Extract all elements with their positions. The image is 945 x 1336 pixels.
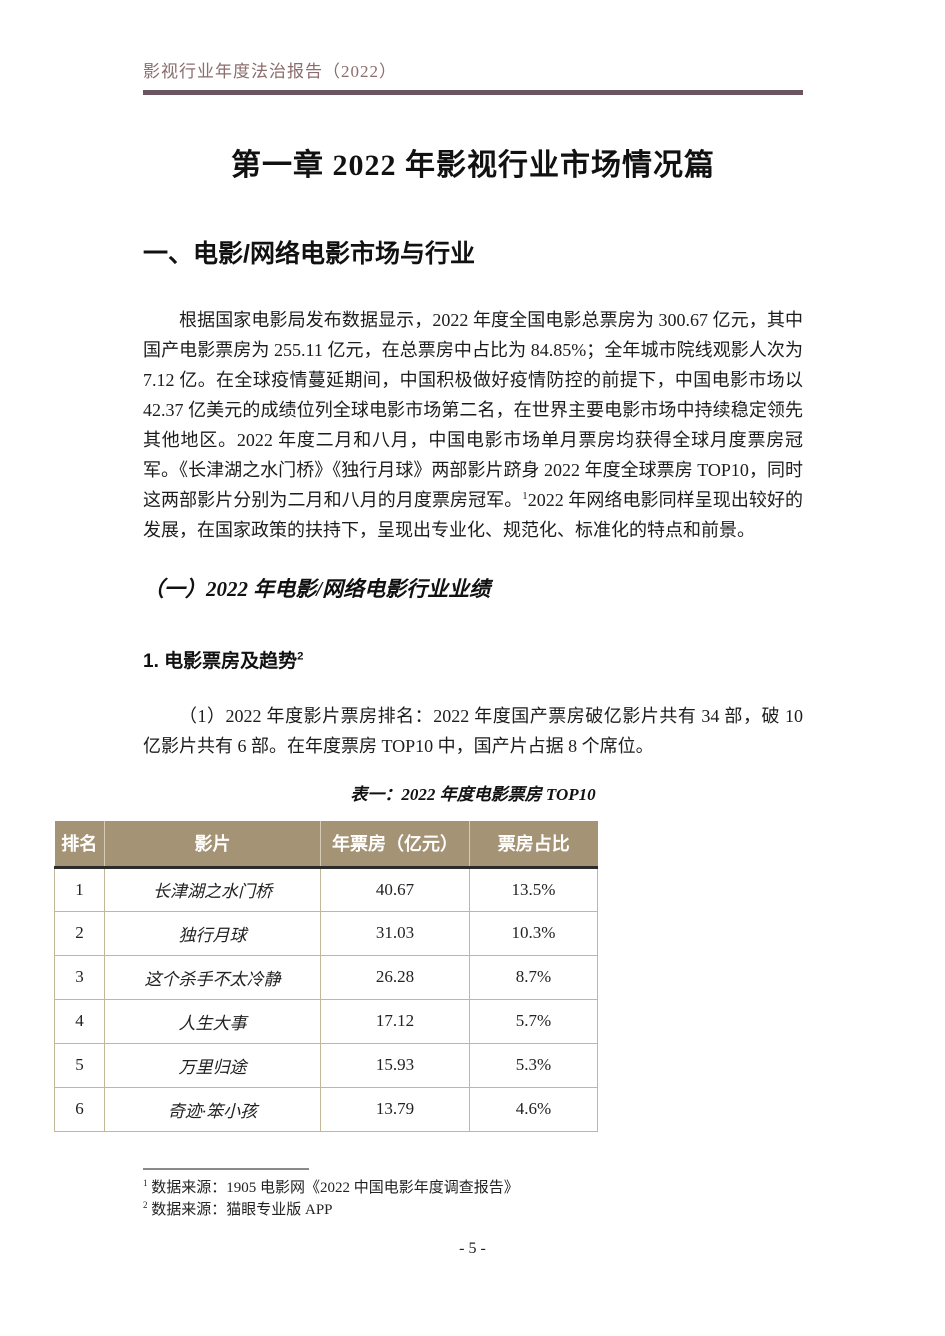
share-cell: 5.3% <box>469 1042 598 1088</box>
table-row: 5 万里归途 15.93 5.3% <box>54 1042 598 1088</box>
boxoffice-top10-table: 排名 影片 年票房（亿元） 票房占比 1 长津湖之水门桥 40.67 13.5% 2 独行… <box>54 821 598 1132</box>
footnote-2: 2 数据来源：猫眼专业版 APP <box>143 1199 803 1221</box>
share-cell: 8.7% <box>469 954 598 1000</box>
table-row: 4 人生大事 17.12 5.7% <box>54 998 598 1044</box>
table-row: 3 这个杀手不太冷静 26.28 8.7% <box>54 954 598 1000</box>
share-cell: 10.3% <box>469 910 598 956</box>
footnote-2-text: 数据来源：猫眼专业版 APP <box>151 1202 333 1218</box>
footnote-2-ref: 2 <box>143 1200 148 1210</box>
rank-cell: 5 <box>54 1042 105 1088</box>
footnote-1-text: 数据来源：1905 电影网《2022 中国电影年度调查报告》 <box>151 1180 519 1196</box>
table-row: 2 独行月球 31.03 10.3% <box>54 910 598 956</box>
footnote-1: 1 数据来源：1905 电影网《2022 中国电影年度调查报告》 <box>143 1177 803 1199</box>
subsubsection-heading-text: 1. 电影票房及趋势 <box>143 651 298 672</box>
paragraph-1-text: 根据国家电影局发布数据显示，2022 年度全国电影总票房为 300.67 亿元，… <box>143 310 803 510</box>
body-paragraph-2: （1）2022 年度影片票房排名：2022 年度国产票房破亿影片共有 34 部，… <box>143 706 803 756</box>
film-cell: 这个杀手不太冷静 <box>104 954 321 1000</box>
table-row: 1 长津湖之水门桥 40.67 13.5% <box>54 866 598 912</box>
film-cell: 长津湖之水门桥 <box>104 866 321 912</box>
film-cell: 独行月球 <box>104 910 321 956</box>
header-rank: 排名 <box>54 821 105 869</box>
table-body: 1 长津湖之水门桥 40.67 13.5% 2 独行月球 31.03 10.3% 3 这个杀手不太… <box>54 866 598 1132</box>
table-row: 6 奇迹·笨小孩 13.79 4.6% <box>54 1086 598 1132</box>
share-cell: 4.6% <box>469 1086 598 1132</box>
running-header: 影视行业年度法治报告（2022） <box>143 62 397 81</box>
boxoffice-cell: 17.12 <box>320 998 470 1044</box>
boxoffice-cell: 13.79 <box>320 1086 470 1132</box>
boxoffice-cell: 40.67 <box>320 866 470 912</box>
film-cell: 奇迹·笨小孩 <box>104 1086 321 1132</box>
table-header-row: 排名 影片 年票房（亿元） 票房占比 <box>54 821 598 869</box>
rank-cell: 4 <box>54 998 105 1044</box>
chapter-title: 第一章 2022 年影视行业市场情况篇 <box>231 149 715 182</box>
film-cell: 人生大事 <box>104 998 321 1044</box>
subsubsection-heading: 1. 电影票房及趋势2 <box>143 649 803 675</box>
footnote-area: 1 数据来源：1905 电影网《2022 中国电影年度调查报告》 2 数据来源：… <box>143 1168 803 1221</box>
footnote-ref-1: 1 <box>522 490 528 502</box>
subsection-heading: （一）2022 年电影/网络电影行业业绩 <box>143 577 491 601</box>
boxoffice-cell: 15.93 <box>320 1042 470 1088</box>
header-divider <box>143 90 803 95</box>
rank-cell: 3 <box>54 954 105 1000</box>
table-caption: 表一：2022 年度电影票房 TOP10 <box>350 785 596 804</box>
share-cell: 13.5% <box>469 866 598 912</box>
boxoffice-cell: 31.03 <box>320 910 470 956</box>
paragraph-1-text-continued: 2022 年网络电影同样呈现出较好的发展，在国家政策的扶持下，呈现出专业化、规范… <box>143 490 804 540</box>
share-cell: 5.7% <box>469 998 598 1044</box>
body-paragraph-1: 根据国家电影局发布数据显示，2022 年度全国电影总票房为 300.67 亿元，… <box>143 305 803 545</box>
page-number: - 5 - <box>459 1240 486 1257</box>
rank-cell: 6 <box>54 1086 105 1132</box>
header-annual-boxoffice: 年票房（亿元） <box>320 821 470 869</box>
rank-cell: 2 <box>54 910 105 956</box>
footnote-1-ref: 1 <box>143 1178 148 1188</box>
rank-cell: 1 <box>54 866 105 912</box>
boxoffice-cell: 26.28 <box>320 954 470 1000</box>
header-boxoffice-share: 票房占比 <box>469 821 598 869</box>
footnote-ref-2: 2 <box>297 650 304 663</box>
film-cell: 万里归途 <box>104 1042 321 1088</box>
section-heading: 一、电影/网络电影市场与行业 <box>143 240 475 268</box>
footnote-divider <box>143 1168 309 1170</box>
header-film: 影片 <box>104 821 321 869</box>
